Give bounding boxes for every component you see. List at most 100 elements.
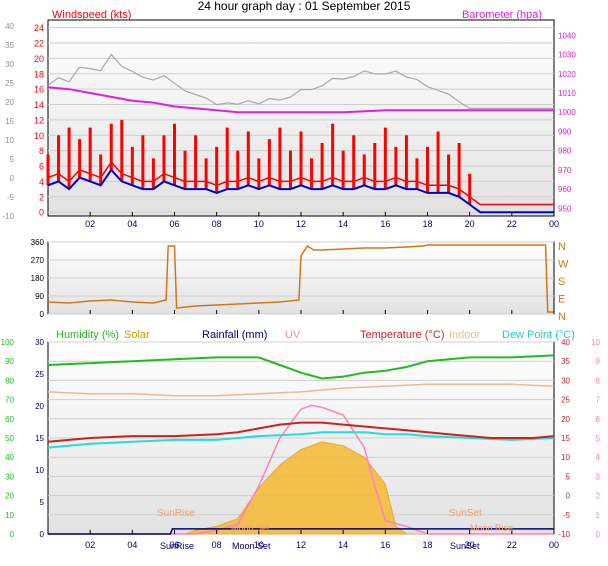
x-tick-label: 04 [127, 540, 137, 550]
temperature-tick-label: 0 [566, 492, 571, 501]
uv-tick-label: 3 [596, 472, 601, 481]
rainfall-tick-label: 20 [35, 402, 44, 411]
uv-series-line [48, 404, 554, 535]
x-tick-label: 18 [422, 219, 432, 229]
compass-tick-label: S [558, 276, 565, 288]
windspeed-tick-label: 4 [39, 177, 44, 187]
uv-tick-label: 0 [596, 530, 601, 539]
x-tick-label: 10 [254, 540, 264, 550]
windspeed-tick-label: 20 [34, 54, 44, 64]
windspeed-tick-label: 12 [34, 115, 44, 125]
windspeed-tick-label: 24 [34, 23, 44, 33]
temperature-tick-label: 25 [561, 396, 570, 405]
x-tick-label: 22 [507, 219, 517, 229]
windspeed-tick-label: 2 [39, 192, 44, 202]
temperature-tick-label: 5 [566, 472, 571, 481]
compass-tick-label: N [558, 241, 566, 253]
x-tick-label: 12 [296, 540, 306, 550]
x-tick-label: 02 [85, 540, 95, 550]
barometer-tick-label: 970 [558, 166, 572, 175]
compass-tick-label: E [558, 294, 565, 306]
rainfall-tick-label: 30 [35, 338, 44, 347]
windspeed-tick-label: 6 [39, 162, 44, 172]
windspeed-tick-label: 22 [34, 39, 44, 49]
humidity-tick-label: 90 [5, 357, 14, 366]
annotation-sunset-bottom: SunSet [450, 541, 480, 551]
legend-humidity: Humidity (%) [56, 329, 119, 341]
windspeed-series-line [47, 160, 554, 206]
rainfall-tick-label: 5 [40, 498, 45, 507]
humidity-series-line [47, 354, 555, 380]
humidity-tick-label: 40 [5, 453, 14, 462]
annotation-moon-set-bottom: Moon Set [232, 541, 271, 551]
legend-temperature: Temperature (°C) [360, 329, 444, 341]
x-tick-label: 14 [338, 219, 348, 229]
windspeed-tick-label: 8 [39, 146, 44, 156]
outer-tick-label: 5 [10, 155, 15, 164]
dew-point-series-line [47, 431, 555, 449]
outer-tick-label: 30 [5, 60, 14, 69]
wind-panel [47, 19, 555, 217]
temperature-tick-label: 15 [561, 434, 570, 443]
windspeed-tick-label: 10 [34, 131, 44, 141]
humidity-tick-label: 70 [5, 396, 14, 405]
gust-series-line [47, 53, 554, 109]
annotation-sunrise-bottom: SunRise [160, 541, 194, 551]
direction-tick-label: 90 [35, 292, 44, 301]
temperature-tick-label: 35 [561, 357, 570, 366]
uv-tick-label: 7 [596, 396, 601, 405]
temperature-tick-label: 20 [561, 415, 570, 424]
x-tick-label: 16 [380, 219, 390, 229]
x-tick-label: 06 [169, 219, 179, 229]
direction-tick-label: 180 [31, 274, 45, 283]
rainfall-tick-label: 0 [40, 530, 45, 539]
humidity-tick-label: 20 [5, 492, 14, 501]
humidity-tick-label: 10 [5, 511, 14, 520]
outer-tick-label: 0 [10, 174, 15, 183]
uv-tick-label: 2 [596, 492, 601, 501]
wind-direction-series-line [47, 244, 554, 313]
x-tick-label: 20 [465, 540, 475, 550]
rainfall-series-line [48, 528, 554, 535]
rainfall-tick-label: 10 [35, 466, 44, 475]
x-tick-label: 08 [212, 219, 222, 229]
compass-tick-label: W [558, 259, 569, 271]
barometer-tick-label: 1030 [558, 51, 576, 60]
humidity-tick-label: 50 [5, 434, 14, 443]
temperature-tick-label: 10 [561, 453, 570, 462]
x-tick-label: 16 [380, 540, 390, 550]
outer-tick-label: 15 [5, 117, 14, 126]
uv-tick-label: 8 [596, 376, 601, 385]
windspeed-tick-label: 14 [34, 100, 44, 110]
direction-tick-label: 270 [31, 256, 45, 265]
outer-tick-label: 25 [5, 79, 14, 88]
windspeed-axis-label: Windspeed (kts) [52, 9, 131, 21]
humidity-tick-label: 30 [5, 472, 14, 481]
temperature-tick-label: -5 [563, 511, 571, 520]
temperature-series-line [47, 421, 555, 443]
x-tick-label: 00 [549, 540, 559, 550]
barometer-tick-label: 1020 [558, 70, 576, 79]
annotation-sunset: SunSet [449, 508, 482, 519]
direction-tick-label: 0 [40, 310, 45, 319]
rainfall-tick-label: 25 [35, 370, 44, 379]
temperature-tick-label: 30 [561, 376, 570, 385]
rainfall-tick-label: 15 [35, 434, 44, 443]
windspeed-tick-label: 18 [34, 69, 44, 79]
outer-tick-label: 10 [5, 136, 14, 145]
annotation-moon-rise: Moon Rise [470, 523, 513, 533]
x-tick-label: 20 [465, 219, 475, 229]
outer-tick-label: -10 [2, 212, 14, 221]
x-tick-label: 00 [549, 219, 559, 229]
barometer-axis-label: Barometer (hpa) [462, 9, 542, 21]
uv-tick-label: 5 [596, 434, 601, 443]
uv-tick-label: 6 [596, 415, 601, 424]
outer-tick-label: -5 [7, 193, 15, 202]
temperature-tick-label: 40 [561, 338, 570, 347]
compass-tick-label: N [558, 311, 566, 323]
windspeed-tick-label: 0 [39, 208, 44, 218]
chart-title: 24 hour graph day : 01 September 2015 [198, 0, 411, 13]
x-tick-label: 18 [422, 540, 432, 550]
legend-rainfall: Rainfall (mm) [202, 329, 267, 341]
